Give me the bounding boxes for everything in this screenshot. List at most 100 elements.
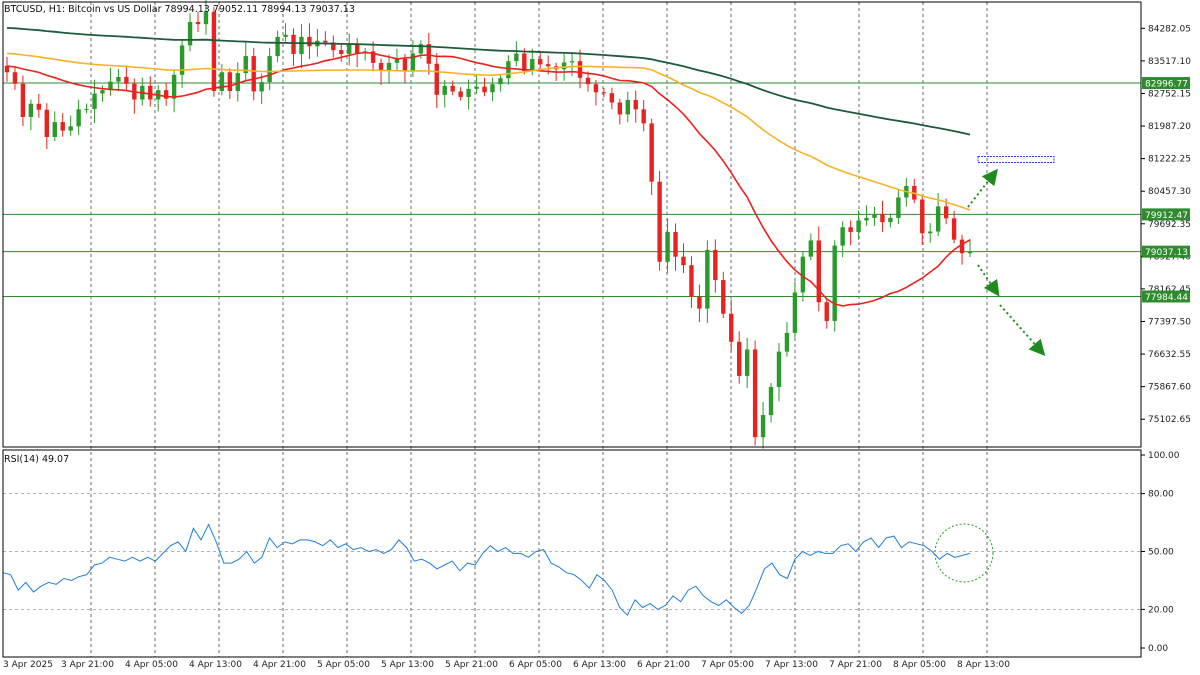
moving-averages (6, 27, 971, 307)
candle-body (880, 214, 885, 223)
candle-body (538, 59, 543, 65)
candle-body (824, 302, 829, 321)
y-tick-label: 81222.25 (1148, 155, 1191, 165)
price-levels (3, 82, 1141, 297)
annotations (934, 156, 1055, 583)
candle-body (171, 74, 177, 99)
candle-body (760, 415, 766, 438)
candle-body (20, 83, 26, 117)
candle-body (466, 88, 471, 97)
candle-body (792, 292, 798, 333)
x-tick-label: 8 Apr 13:00 (957, 660, 1010, 670)
candle-body (36, 103, 42, 110)
candle-body (203, 11, 209, 25)
candle-body (92, 93, 97, 109)
candle-body (522, 53, 527, 71)
down-arrow-1 (977, 264, 1000, 297)
y-tick-label: 84282.05 (1148, 24, 1191, 34)
candle-body (108, 81, 113, 91)
candle-body (418, 44, 424, 54)
y-tick-label: 83517.10 (1148, 57, 1191, 67)
candle-body (275, 36, 280, 57)
candle-body (569, 61, 575, 63)
candle-body (378, 62, 384, 71)
y-tick-label: 78162.45 (1148, 285, 1191, 295)
candle-body (426, 44, 432, 64)
candle-body (354, 44, 360, 54)
candle-body (840, 227, 845, 246)
candle-body (864, 217, 869, 221)
level-tag (1142, 245, 1190, 258)
candle-body (641, 109, 646, 124)
candle-body (410, 53, 416, 71)
level-tag (1142, 208, 1190, 221)
rsi-tick-label: 20.00 (1148, 605, 1174, 615)
grid-lines (90, 2, 988, 657)
candle-body (561, 62, 567, 70)
candle-body (68, 126, 73, 131)
candle-body (617, 102, 623, 115)
rsi-line (2, 523, 971, 617)
x-tick-label: 7 Apr 21:00 (829, 660, 882, 670)
candle-body (721, 280, 726, 314)
candle-body (943, 206, 949, 219)
y-tick-label: 79692.35 (1148, 220, 1191, 230)
candle-body (959, 239, 965, 254)
candle-body (251, 56, 256, 92)
y-tick-label: 76632.55 (1148, 350, 1191, 360)
candle-body (235, 73, 241, 91)
candle-body (243, 56, 248, 74)
up-arrow (967, 168, 998, 208)
candle-body (736, 341, 742, 376)
candle-body (28, 103, 34, 117)
y-tick-label: 80457.30 (1148, 187, 1191, 197)
candle-body (219, 72, 225, 91)
candle-body (896, 197, 901, 218)
candle-body (116, 76, 121, 82)
candle-body (474, 86, 479, 89)
candle-body (323, 40, 328, 43)
candle-body (490, 84, 495, 93)
ma-slow-line (6, 27, 971, 136)
candle-body (888, 217, 893, 223)
candle-body (872, 214, 877, 218)
candle-body (752, 349, 758, 438)
candle-body (649, 123, 654, 182)
candle-body (665, 231, 670, 262)
candle-body (283, 34, 288, 37)
y-tick-label: 77397.50 (1148, 317, 1191, 327)
candle-body (920, 199, 925, 234)
candle-body (776, 351, 782, 387)
candle-body (339, 50, 344, 54)
candle-body (442, 85, 447, 95)
candle-body (657, 181, 662, 262)
y-tick-label: 75867.60 (1148, 383, 1191, 393)
x-tick-label: 6 Apr 05:00 (509, 660, 562, 670)
candle-body (100, 90, 105, 94)
candle-body (800, 256, 806, 293)
candle-body (179, 45, 185, 75)
rsi-header: RSI(14) 49.07 (4, 454, 69, 465)
rsi-tick-label: 80.00 (1148, 490, 1174, 500)
candle-body (370, 51, 376, 63)
rsi-tick-label: 50.00 (1148, 548, 1174, 558)
candle-body (784, 332, 790, 352)
candle-body (227, 72, 233, 91)
x-tick-label: 6 Apr 21:00 (637, 660, 690, 670)
candle-body (76, 109, 81, 127)
x-tick-label: 6 Apr 13:00 (573, 660, 626, 670)
candle-body (450, 85, 455, 92)
level-tag-label: 82996.77 (1145, 80, 1188, 90)
x-tick-label: 3 Apr 21:00 (61, 660, 114, 670)
candle-body (331, 42, 336, 51)
candle-body (259, 82, 264, 92)
level-tag (1142, 77, 1190, 90)
level-tag-label: 79037.13 (1145, 248, 1188, 258)
x-tick-label: 8 Apr 05:00 (893, 660, 946, 670)
candle-body (211, 11, 217, 91)
candle-body (402, 58, 408, 71)
candle-body (195, 22, 201, 25)
level-tag-label: 77984.44 (1145, 293, 1188, 303)
candle-body (768, 386, 774, 416)
candle-body (593, 84, 599, 93)
